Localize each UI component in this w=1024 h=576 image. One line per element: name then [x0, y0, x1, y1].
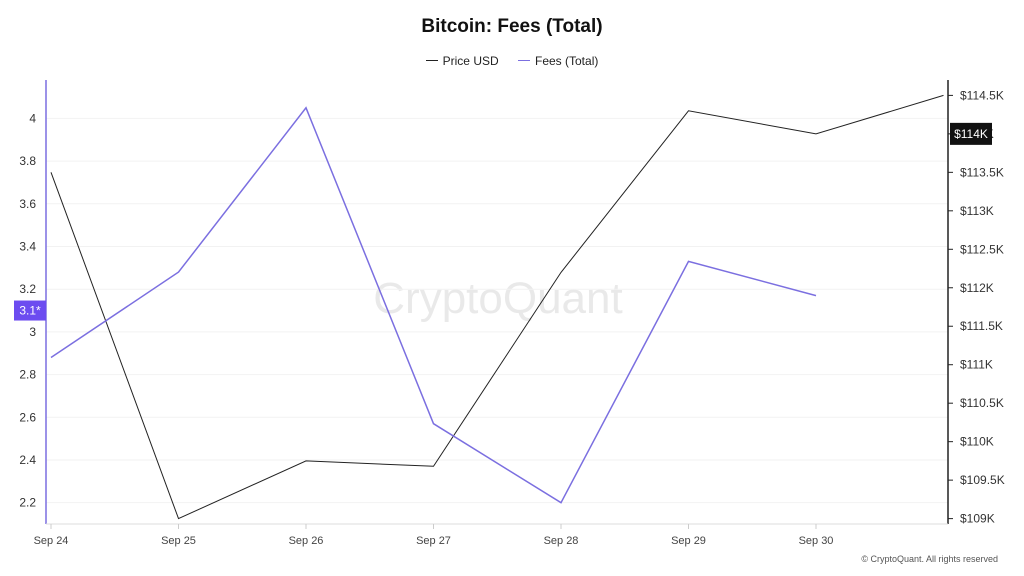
- right-tick-label: $112K: [960, 281, 994, 295]
- chart-title: Bitcoin: Fees (Total): [421, 16, 603, 37]
- left-tick-label: 4: [29, 111, 36, 125]
- left-tick-label: 2.8: [19, 368, 36, 382]
- right-axis: $109K $109.5K $110K $110.5K $111K $111.5K $112…: [947, 80, 1005, 526]
- left-tick-label: 3.6: [19, 197, 36, 211]
- legend-swatch-fees: [518, 60, 530, 61]
- right-tick-label: $111.5K: [960, 319, 1003, 333]
- left-tick-label: 3.4: [19, 240, 36, 254]
- left-tick-label: 2.2: [19, 496, 36, 510]
- chart-legend: Price USD Fees (Total): [0, 50, 1024, 68]
- x-tick-label: Sep 26: [289, 535, 324, 547]
- copyright-text: © CryptoQuant. All rights reserved: [861, 554, 998, 564]
- x-tick-label: Sep 30: [799, 535, 834, 547]
- right-tick-label: $109K: [960, 512, 995, 526]
- x-tick-label: Sep 24: [34, 535, 69, 547]
- left-current-marker: [14, 300, 46, 321]
- watermark: CryptoQuant: [373, 274, 622, 323]
- legend-item-price[interactable]: Price USD: [425, 53, 499, 68]
- right-tick-label: $113.5K: [960, 165, 1004, 179]
- legend-label-fees: Fees (Total): [535, 53, 599, 68]
- legend-swatch-price: [425, 60, 438, 61]
- left-tick-label: 2.6: [19, 410, 36, 424]
- x-tick-label: Sep 29: [671, 535, 706, 547]
- left-tick-label: 3.8: [19, 154, 36, 168]
- left-tick-label: 3.2: [19, 282, 36, 296]
- left-tick-label: 3: [29, 325, 36, 339]
- right-tick-label: $114.5K: [960, 88, 1004, 102]
- x-axis: Sep 24 Sep 25 Sep 26 Sep 27 Sep 28 Sep 29 Sep …: [34, 523, 948, 547]
- right-current-marker: [950, 122, 992, 145]
- right-tick-label: $110.5K: [960, 396, 1004, 410]
- current-value-markers: 3.1* $114K: [14, 122, 992, 321]
- right-tick-label: $111K: [960, 358, 993, 372]
- left-current-label: 3.1*: [19, 304, 41, 318]
- legend-item-fees[interactable]: Fees (Total): [518, 54, 598, 68]
- right-tick-label: $109.5K: [960, 473, 1005, 487]
- right-tick-label: $113K: [960, 204, 994, 218]
- fees-total-line: [50, 106, 817, 504]
- left-tick-label: 2.4: [19, 453, 36, 467]
- right-tick-label: $112.5K: [960, 242, 1004, 256]
- x-tick-label: Sep 28: [544, 535, 579, 547]
- x-tick-label: Sep 25: [161, 535, 196, 547]
- x-tick-label: Sep 27: [416, 535, 451, 547]
- legend-label-price: Price USD: [442, 53, 499, 68]
- price-usd-line: [50, 94, 944, 520]
- series-lines: [50, 94, 944, 520]
- right-tick-label: $110K: [960, 435, 994, 449]
- grid: [46, 117, 948, 504]
- right-current-label: $114K: [954, 127, 988, 141]
